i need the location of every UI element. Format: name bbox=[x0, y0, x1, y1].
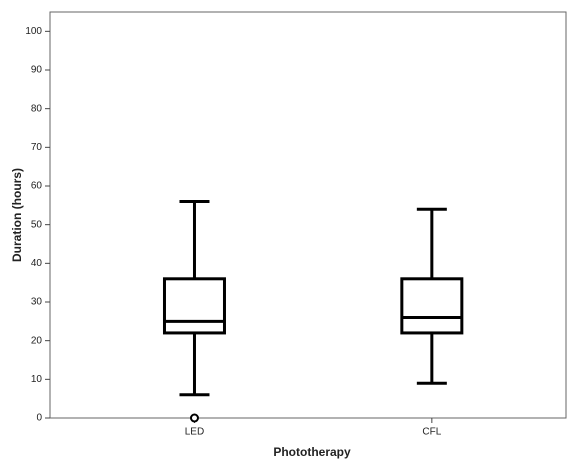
box bbox=[162, 277, 226, 335]
y-tick-label: 50 bbox=[31, 219, 43, 230]
y-tick-label: 90 bbox=[31, 65, 43, 76]
y-tick-label: 60 bbox=[31, 181, 43, 192]
x-tick-label: CFL bbox=[422, 427, 441, 438]
y-tick-label: 40 bbox=[31, 258, 43, 269]
y-tick-label: 30 bbox=[31, 297, 43, 308]
x-axis-title: Phototherapy bbox=[273, 445, 351, 459]
y-tick-label: 20 bbox=[31, 335, 43, 346]
plot-frame bbox=[49, 11, 567, 419]
box bbox=[400, 277, 464, 335]
y-tick-label: 100 bbox=[25, 26, 42, 37]
y-tick-label: 80 bbox=[31, 103, 43, 114]
outlier bbox=[189, 413, 199, 423]
y-tick-label: 70 bbox=[31, 142, 43, 153]
x-tick-label: LED bbox=[185, 427, 204, 438]
y-axis-title: Duration (hours) bbox=[10, 168, 24, 262]
y-tick-label: 0 bbox=[36, 413, 42, 424]
y-tick-label: 10 bbox=[31, 374, 43, 385]
